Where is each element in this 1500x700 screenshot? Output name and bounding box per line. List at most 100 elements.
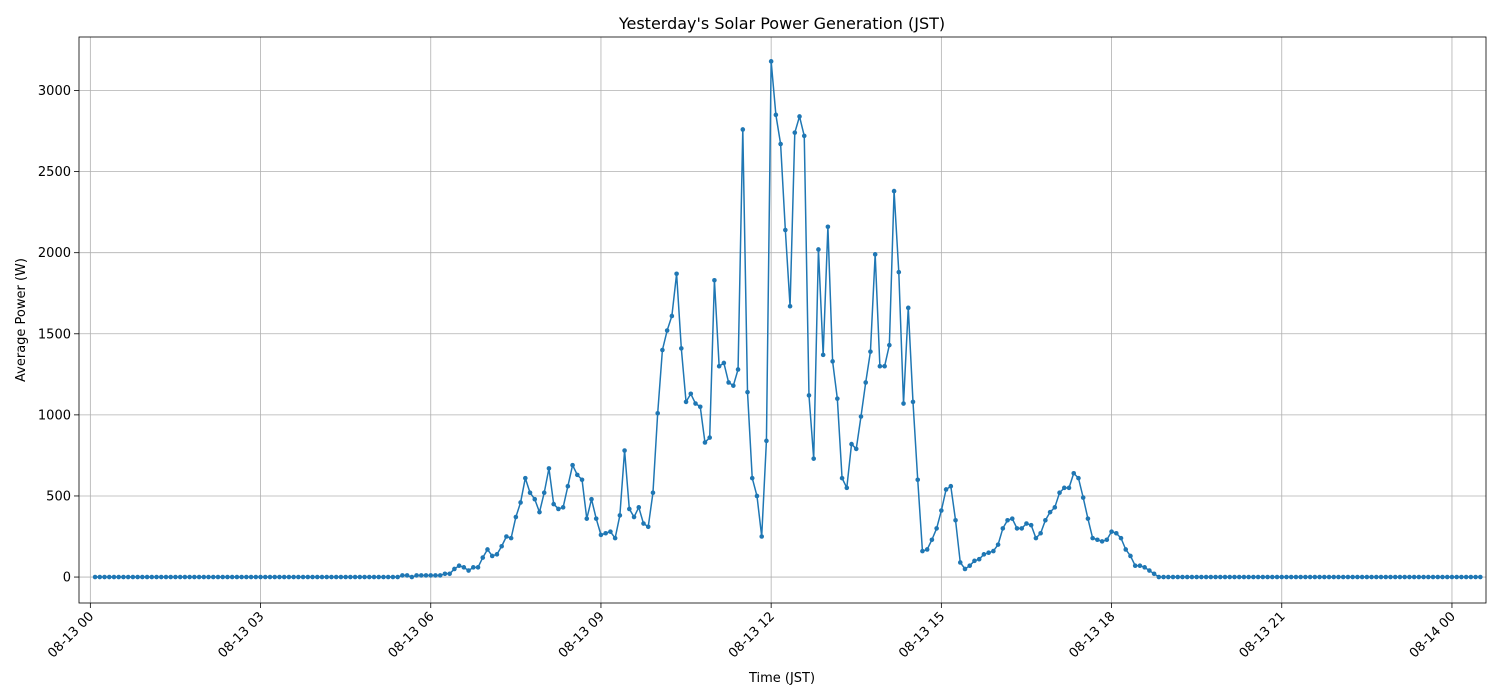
x-tick-label: 08-13 15 (896, 609, 948, 661)
data-point (565, 483, 571, 489)
data-point (835, 396, 840, 401)
data-point (527, 490, 533, 496)
data-point (1359, 574, 1365, 580)
data-point (787, 303, 793, 309)
data-point (702, 440, 708, 445)
data-point (1236, 574, 1242, 580)
data-point (617, 513, 623, 518)
data-point (641, 521, 646, 526)
data-point (1364, 574, 1370, 580)
data-point (1331, 574, 1337, 580)
data-point (1383, 574, 1389, 580)
data-point (887, 342, 892, 348)
data-point (97, 574, 103, 580)
data-point (1298, 574, 1303, 580)
data-point (371, 574, 377, 580)
data-point (1024, 521, 1029, 526)
data-point (579, 477, 585, 483)
data-point (471, 565, 476, 570)
data-point (286, 574, 292, 580)
data-point (244, 574, 249, 580)
data-point (712, 277, 717, 283)
data-point (144, 574, 150, 580)
data-point (225, 574, 230, 580)
data-point (173, 574, 178, 580)
data-point (1085, 516, 1091, 521)
data-point (669, 313, 675, 319)
data-point (1142, 565, 1147, 570)
data-point (182, 574, 188, 580)
x-tick-label: 08-13 00 (45, 609, 97, 661)
data-point (1255, 574, 1261, 580)
data-point (1284, 574, 1289, 580)
data-point (650, 490, 656, 496)
data-point (1118, 535, 1124, 541)
data-point (187, 574, 192, 580)
data-point (1260, 574, 1266, 580)
data-point (220, 574, 226, 580)
data-point (721, 360, 727, 366)
data-point (1047, 509, 1053, 515)
data-point (1061, 485, 1067, 491)
data-point (414, 573, 419, 578)
data-point (485, 547, 490, 552)
data-point (1099, 539, 1105, 544)
data-point (1014, 526, 1020, 531)
data-point (688, 391, 694, 397)
data-point (253, 574, 259, 580)
data-point (352, 574, 358, 580)
data-point (1170, 574, 1176, 580)
data-point (267, 574, 273, 580)
data-point (329, 574, 334, 580)
data-point (1071, 470, 1077, 476)
data-point (1459, 574, 1464, 580)
data-point (849, 441, 854, 447)
data-point (442, 571, 448, 577)
data-point (1388, 574, 1393, 580)
data-point (1307, 574, 1313, 580)
data-point (1468, 574, 1474, 580)
data-point (1147, 568, 1152, 573)
data-point (853, 446, 859, 452)
y-tick-label: 3000 (38, 84, 71, 99)
data-point (660, 347, 665, 353)
data-point (953, 517, 958, 523)
data-point (839, 475, 845, 481)
data-point (116, 574, 122, 580)
data-point (1076, 475, 1081, 481)
data-point (986, 550, 991, 556)
data-point (400, 573, 405, 578)
data-point (121, 574, 126, 580)
data-point (305, 574, 311, 580)
data-point (910, 399, 916, 405)
data-point (106, 574, 112, 580)
data-point (508, 535, 514, 541)
data-point (962, 566, 968, 572)
data-point (1322, 574, 1327, 580)
data-point (1123, 547, 1129, 552)
data-point (716, 363, 722, 369)
data-point (783, 227, 788, 233)
data-point (995, 542, 1001, 547)
data-point (272, 574, 278, 580)
data-point (811, 456, 816, 461)
data-point (740, 127, 746, 132)
data-point (683, 399, 689, 405)
data-point (1435, 574, 1441, 580)
data-point (1033, 535, 1039, 541)
data-point (731, 383, 736, 388)
data-point (551, 501, 556, 507)
series-line (95, 60, 1481, 578)
data-point (1104, 537, 1110, 543)
data-point (1156, 574, 1162, 580)
data-point (310, 574, 315, 580)
data-point (1293, 574, 1299, 580)
data-point (726, 380, 731, 385)
data-point (636, 505, 642, 510)
data-point (1151, 571, 1157, 577)
data-point (324, 574, 330, 580)
data-point (140, 574, 145, 580)
data-point (1340, 574, 1346, 580)
data-point (645, 524, 651, 530)
